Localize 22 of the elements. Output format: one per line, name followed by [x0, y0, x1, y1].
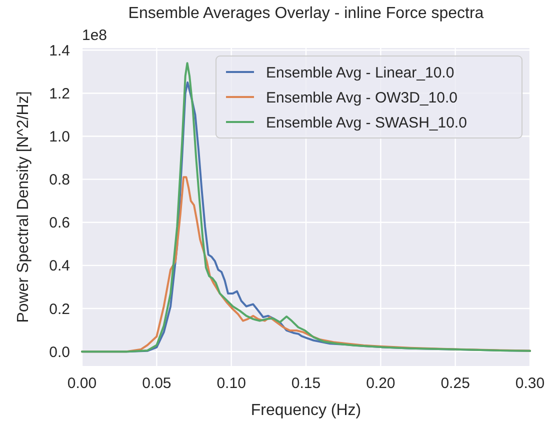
legend-label: Ensemble Avg - Linear_10.0	[266, 64, 454, 82]
y-axis-title: Power Spectral Density [N^2/Hz]	[15, 91, 32, 323]
x-tick-label: 0.30	[515, 375, 545, 392]
y-tick-label: 0.0	[49, 344, 70, 361]
y-tick-label: 0.6	[49, 214, 70, 232]
legend-label: Ensemble Avg - SWASH_10.0	[266, 114, 467, 132]
x-axis-title: Frequency (Hz)	[250, 402, 362, 419]
legend-label: Ensemble Avg - OW3D_10.0	[266, 89, 458, 106]
text: 1e8	[82, 27, 108, 44]
x-tick-label: 0.15	[291, 375, 321, 392]
y-tick-label: 1.2	[49, 85, 70, 102]
x-tick-label: 0.05	[142, 375, 172, 392]
x-tick-label: 0.00	[67, 375, 97, 392]
chart-title: Ensemble Averages Overlay - inline Force spectra	[128, 5, 484, 22]
y-tick-label: 1.4	[49, 42, 70, 60]
y-tick-label: 0.2	[49, 300, 70, 318]
x-tick-label: 0.25	[440, 375, 470, 392]
y-tick-label: 0.8	[49, 172, 70, 189]
x-tick-label: 0.10	[216, 375, 246, 392]
x-tick-label: 0.20	[366, 375, 396, 392]
y-tick-label: 1.0	[49, 128, 70, 146]
y-tick-label: 0.4	[49, 258, 70, 275]
